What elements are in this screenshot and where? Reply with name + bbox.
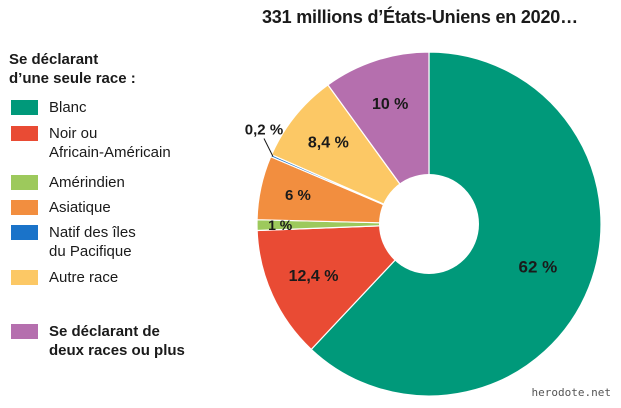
legend-label-noir-line-2: Africain-Américain xyxy=(49,144,171,161)
legend-label-blanc: Blanc xyxy=(49,99,87,116)
legend-label-deux-line-2: deux races ou plus xyxy=(49,342,185,359)
slice-label-amerindien: 1 % xyxy=(268,217,293,233)
legend-heading-line-1: Se déclarant xyxy=(9,51,99,68)
watermark: herodote.net xyxy=(531,386,611,399)
slice-label-noir: 12,4 % xyxy=(289,268,339,285)
legend-label-asiatique: Asiatique xyxy=(49,199,111,216)
legend-label-deux-line-1: Se déclarant de xyxy=(49,323,160,340)
legend-item-autre: Autre race xyxy=(11,268,118,287)
legend-swatch-autre xyxy=(11,270,38,285)
slice-label-deux: 10 % xyxy=(372,96,408,113)
legend-swatch-amerindien xyxy=(11,175,38,190)
slice-label-pacifique: 0,2 % xyxy=(245,121,283,138)
legend-swatch-pacifique xyxy=(11,225,38,240)
donut-hole xyxy=(379,174,479,274)
legend-swatch-asiatique xyxy=(11,200,38,215)
legend-item-blanc: Blanc xyxy=(11,98,87,117)
legend-swatch-noir xyxy=(11,126,38,141)
legend-item-noir: Noir ou Africain-Américain xyxy=(11,124,171,162)
legend-label-autre: Autre race xyxy=(49,269,119,286)
legend-label-amerindien: Amérindien xyxy=(49,174,125,191)
legend-item-asiatique: Asiatique xyxy=(11,198,111,217)
slice-autre xyxy=(270,84,431,226)
slice-label-autre: 8,4 % xyxy=(308,134,349,151)
legend-swatch-blanc xyxy=(11,100,38,115)
slice-label-asiatique: 6 % xyxy=(285,187,311,204)
legend-heading: Se déclarant d’une seule race : xyxy=(9,50,136,88)
legend-label-pacifique-line-1: Natif des îles xyxy=(49,224,136,241)
slice-labels: 62 % 12,4 % 1 % 6 % 0,2 % 8,4 % 10 % xyxy=(245,96,557,285)
legend-label-pacifique-line-2: du Pacifique xyxy=(49,243,132,260)
legend-label-noir-line-1: Noir ou xyxy=(49,125,98,142)
legend-swatch-deux xyxy=(11,324,38,339)
legend-item-deux: Se déclarant de deux races ou plus xyxy=(11,322,185,360)
slice-label-blanc: 62 % xyxy=(519,258,558,277)
legend-item-amerindien: Amérindien xyxy=(11,173,125,192)
slice-noir xyxy=(256,223,431,351)
legend-heading-line-2: d’une seule race : xyxy=(9,70,136,87)
leader-line-pacifique xyxy=(263,138,274,157)
chart-title: 331 millions d’États-Uniens en 2020… xyxy=(262,7,578,27)
legend-item-pacifique: Natif des îles du Pacifique xyxy=(11,223,136,261)
